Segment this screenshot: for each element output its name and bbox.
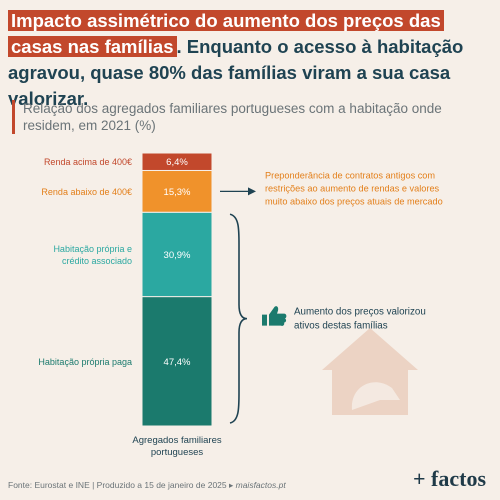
category-label-renda-abaixo-de-400: Renda abaixo de 400€ xyxy=(41,187,132,197)
arrow-right-icon xyxy=(248,187,256,196)
category-label-habitacao-propria-e-credito-associado-line2: crédito associado xyxy=(62,256,132,266)
category-label-habitacao-propria-e-credito-associado-line1: Habitação própria e xyxy=(53,244,132,254)
value-label-renda-abaixo-de-400: 15,3% xyxy=(164,187,191,198)
annotation-contracts-line2: restrições ao aumento de rendas e valore… xyxy=(265,183,440,193)
annotation-valuation-line1: Aumento dos preços valorizou xyxy=(294,307,426,318)
chart-title: Impacto assimétrico do aumento dos preço… xyxy=(8,8,494,112)
value-label-renda-acima-de-400: 6,4% xyxy=(166,157,188,168)
bar-segment-renda-acima-de-400 xyxy=(141,152,213,171)
annotation-contracts-line1: Preponderância de contratos antigos com xyxy=(265,170,435,180)
value-label-habitacao-propria-e-credito-associado: 30,9% xyxy=(164,250,191,261)
x-axis-label-line2: portugueses xyxy=(151,447,204,458)
brand-logo: + factos xyxy=(412,466,486,491)
category-label-habitacao-propria-paga: Habitação própria paga xyxy=(38,357,132,367)
house-hand-detail xyxy=(351,382,400,410)
title-rest: . Enquanto o acesso à habitação agravou,… xyxy=(8,36,464,109)
site-link[interactable]: maisfactos.pt xyxy=(235,480,286,490)
chart-subtitle: Relação dos agregados familiares portugu… xyxy=(12,100,483,134)
annotation-valuation-line2: ativos destas famílias xyxy=(294,321,388,332)
annotation-contracts-line3: muito abaixo dos preços atuais de mercad… xyxy=(265,196,443,206)
value-label-habitacao-propria-paga: 47,4% xyxy=(164,357,191,368)
thumbs-up-cuff xyxy=(262,314,267,326)
category-label-renda-acima-de-400: Renda acima de 400€ xyxy=(44,157,132,167)
curly-brace-icon xyxy=(229,213,248,424)
thumbs-up-icon xyxy=(269,306,287,326)
source-text: Fonte: Eurostat e INE | Produzido a 15 d… xyxy=(8,480,236,490)
footer-source: Fonte: Eurostat e INE | Produzido a 15 d… xyxy=(8,480,286,491)
x-axis-label-line1: Agregados familiares xyxy=(132,435,221,446)
